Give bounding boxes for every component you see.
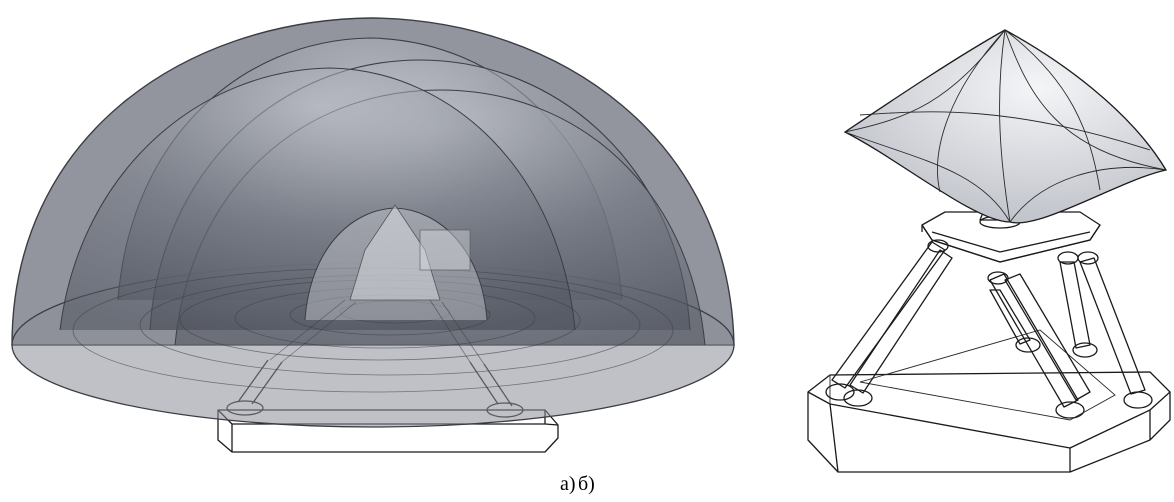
central-dome-a — [304, 204, 488, 321]
legs-b — [831, 241, 1146, 408]
workspace-domes-group — [11, 17, 735, 453]
struts-a — [269, 299, 485, 365]
joints-b — [825, 239, 1153, 419]
hexapod-group — [807, 29, 1171, 473]
base-platform-b — [807, 371, 1171, 473]
workspace-cap-b — [843, 29, 1168, 224]
workspace-dome-inner-4 — [59, 67, 576, 331]
base-triangle-b — [859, 329, 1116, 421]
caption-b: б) — [578, 473, 595, 495]
top-platform-b — [921, 211, 1101, 263]
caption-a: а) — [560, 473, 576, 495]
